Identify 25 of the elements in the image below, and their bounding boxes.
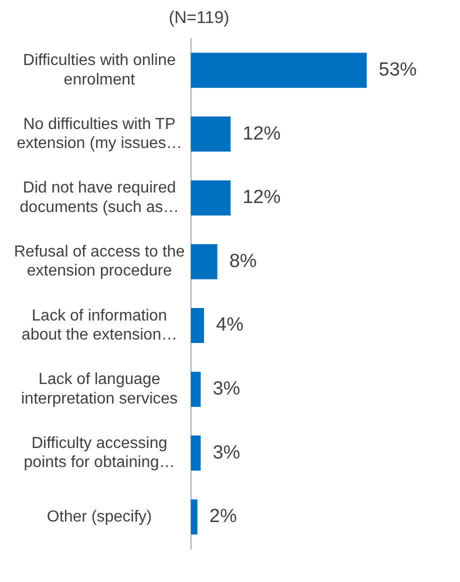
data-label: 3% [212, 378, 240, 400]
y-tick-label: Difficulties with online enrolment [23, 52, 176, 88]
y-tick-label: Did not have required documents (such as… [20, 180, 179, 216]
bar [190, 52, 367, 88]
data-label: 2% [209, 506, 237, 528]
data-label: 12% [242, 123, 281, 144]
bar [190, 116, 231, 152]
data-label: 8% [229, 250, 257, 272]
chart-subtitle: (N=119) [168, 8, 230, 27]
bar [190, 308, 204, 344]
bar [190, 244, 218, 280]
data-label: 53% [378, 60, 417, 81]
y-tick-label: Difficulty accessing points for obtaining… [24, 434, 175, 472]
bar [190, 180, 231, 216]
y-tick-label: No difficulties with TP extension (my issues… [16, 116, 182, 152]
data-label: 4% [216, 314, 244, 336]
bar [190, 499, 198, 534]
y-tick-label: Other (specify) [46, 508, 152, 526]
bar [190, 436, 201, 471]
bar [190, 372, 201, 407]
y-tick-label: Refusal of access to the extension procedure [14, 244, 185, 280]
data-label: 12% [242, 187, 281, 208]
y-tick-label: Lack of information about the extension… [22, 307, 178, 344]
data-label: 3% [212, 442, 240, 464]
y-tick-label: Lack of language interpretation services [21, 371, 178, 408]
